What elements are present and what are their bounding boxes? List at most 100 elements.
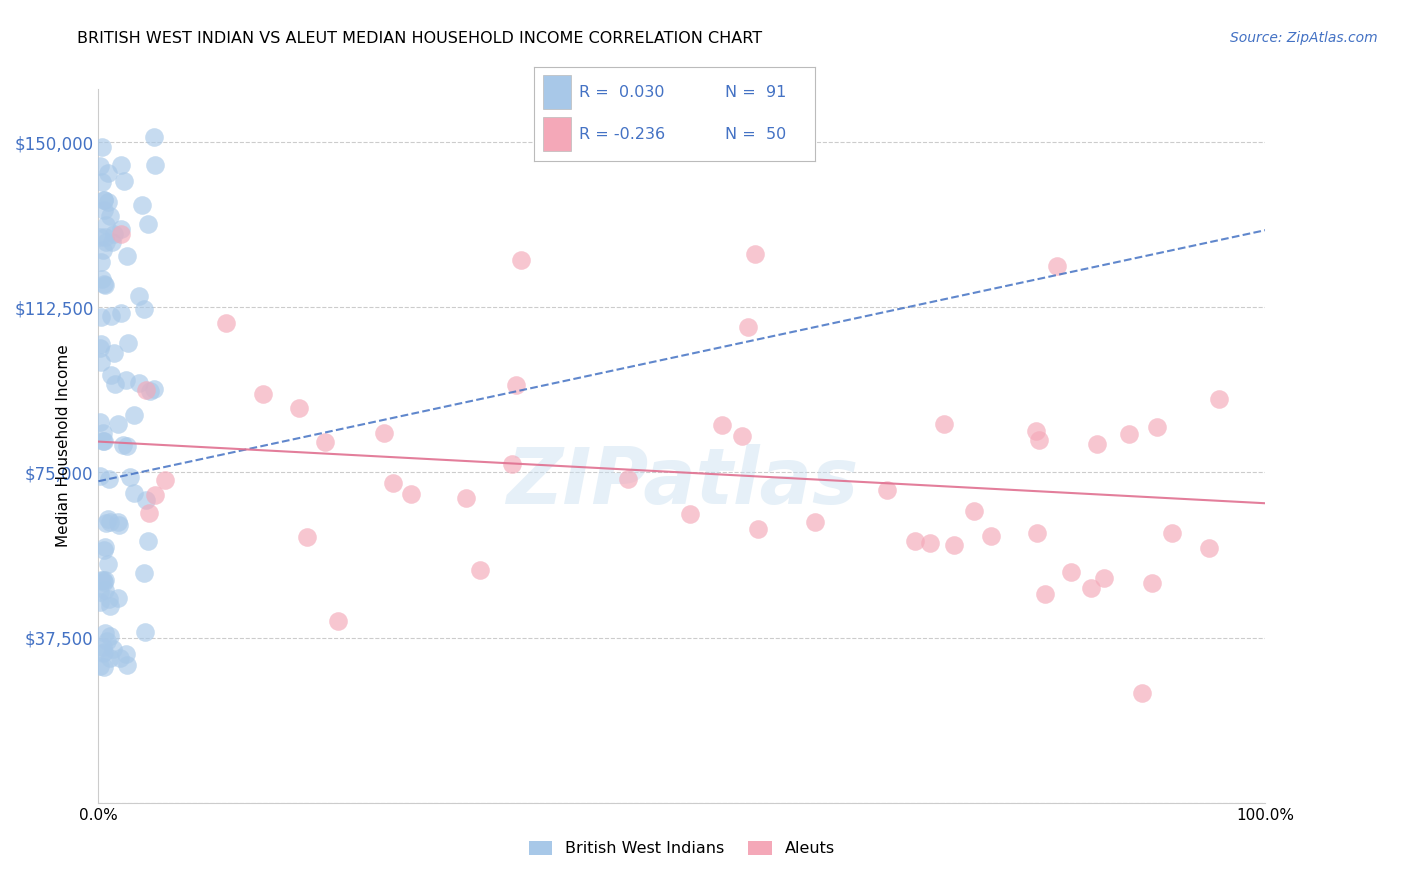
Point: [1085, 437, 1108, 451]
Point: [93, 543, 115, 558]
Point: [115, 373, 138, 387]
Point: [1161, 526, 1184, 541]
Point: [89, 415, 111, 429]
Text: Median Household Income: Median Household Income: [56, 344, 70, 548]
Text: R = -0.236: R = -0.236: [579, 127, 665, 142]
Point: [314, 435, 336, 450]
Point: [94, 540, 117, 554]
Point: [679, 507, 702, 521]
Point: [110, 306, 132, 320]
Point: [143, 382, 166, 396]
Point: [91, 244, 114, 258]
Point: [89, 229, 111, 244]
Point: [107, 417, 129, 432]
Point: [118, 469, 141, 483]
Point: [98, 210, 121, 224]
Point: [143, 487, 166, 501]
Point: [110, 222, 132, 236]
Point: [1198, 541, 1220, 556]
Point: [89, 341, 111, 355]
Text: BRITISH WEST INDIAN VS ALEUT MEDIAN HOUSEHOLD INCOME CORRELATION CHART: BRITISH WEST INDIAN VS ALEUT MEDIAN HOUS…: [77, 31, 762, 46]
Text: N =  91: N = 91: [725, 85, 787, 100]
Point: [1033, 587, 1056, 601]
Point: [943, 538, 966, 552]
Point: [91, 426, 114, 441]
Text: Source: ZipAtlas.com: Source: ZipAtlas.com: [1230, 31, 1378, 45]
Point: [93, 640, 115, 654]
Point: [711, 417, 734, 432]
Point: [89, 469, 111, 483]
Point: [122, 485, 145, 500]
Point: [108, 650, 131, 665]
Point: [98, 630, 121, 644]
Point: [153, 473, 176, 487]
Point: [1118, 427, 1140, 442]
Point: [115, 439, 138, 453]
Point: [112, 438, 135, 452]
Point: [101, 235, 124, 250]
Point: [135, 493, 157, 508]
Point: [143, 158, 166, 172]
Point: [91, 175, 114, 189]
Point: [112, 174, 135, 188]
Point: [804, 515, 827, 529]
Point: [963, 504, 986, 518]
Point: [1046, 259, 1069, 273]
Point: [89, 595, 111, 609]
Point: [91, 434, 114, 448]
Point: [90, 255, 112, 269]
Point: [94, 278, 117, 293]
Point: [373, 425, 395, 440]
Point: [1130, 686, 1153, 700]
Point: [100, 310, 122, 324]
Point: [97, 592, 120, 607]
Point: [135, 383, 157, 397]
Text: ZIPatlas: ZIPatlas: [506, 443, 858, 520]
Point: [731, 429, 754, 443]
Point: [252, 386, 274, 401]
Point: [617, 472, 640, 486]
Point: [122, 408, 145, 422]
Point: [1026, 525, 1049, 540]
Point: [134, 625, 156, 640]
Point: [98, 651, 121, 665]
Point: [295, 530, 318, 544]
Point: [876, 483, 898, 497]
Point: [97, 558, 120, 572]
Point: [94, 219, 117, 233]
Point: [93, 434, 115, 449]
Point: [94, 229, 117, 244]
Point: [98, 599, 121, 613]
Point: [399, 486, 422, 500]
Point: [505, 378, 527, 392]
Point: [89, 584, 111, 599]
Point: [93, 644, 115, 658]
Point: [142, 130, 165, 145]
Point: [1208, 392, 1230, 407]
Point: [115, 249, 138, 263]
Point: [96, 516, 118, 531]
Point: [1060, 566, 1083, 580]
Point: [100, 515, 122, 529]
Point: [115, 657, 138, 672]
Point: [747, 523, 769, 537]
Point: [93, 193, 115, 207]
Point: [215, 316, 238, 330]
Point: [96, 633, 118, 648]
Point: [934, 417, 956, 431]
Point: [134, 566, 156, 581]
FancyBboxPatch shape: [543, 75, 571, 109]
Point: [90, 310, 112, 324]
Point: [128, 376, 150, 391]
Point: [103, 346, 125, 360]
Point: [107, 591, 129, 606]
Point: [468, 563, 491, 577]
Point: [100, 368, 122, 383]
Point: [90, 355, 112, 369]
Point: [110, 157, 132, 171]
Point: [93, 193, 115, 207]
Point: [326, 614, 349, 628]
FancyBboxPatch shape: [543, 118, 571, 152]
Point: [456, 491, 478, 505]
Point: [1080, 581, 1102, 595]
